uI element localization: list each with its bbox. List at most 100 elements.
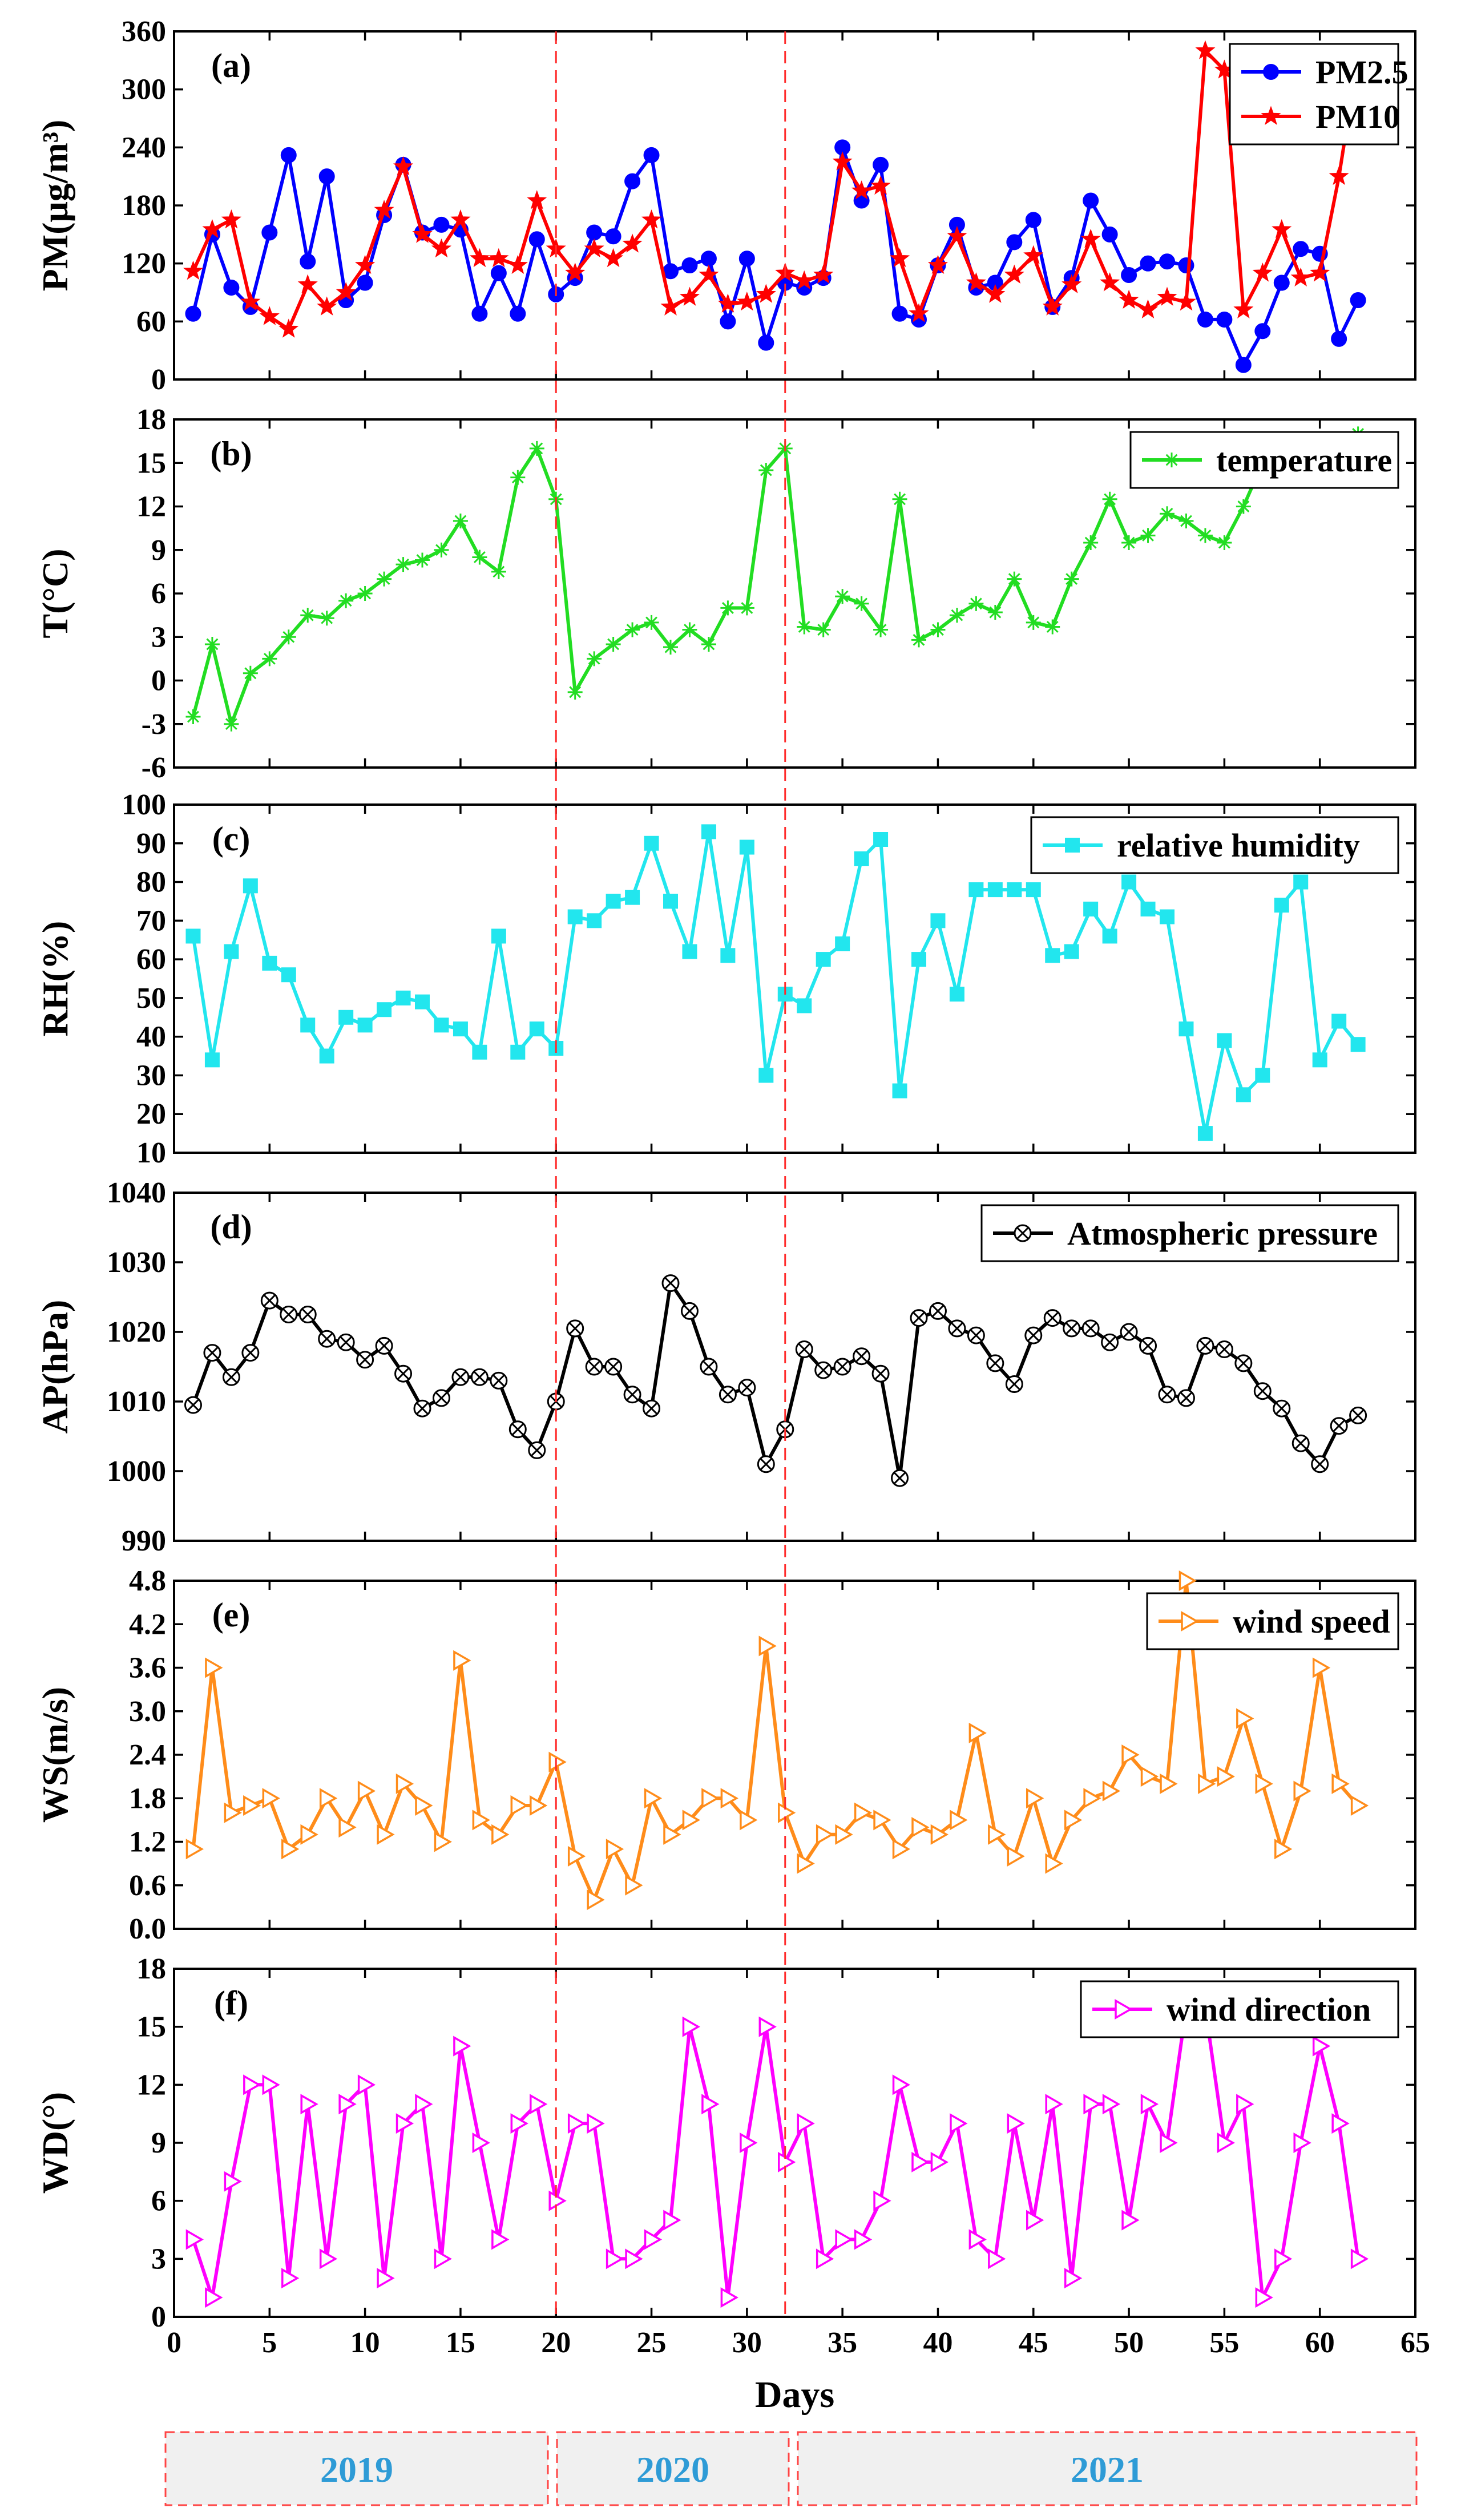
x-tick-label: 25 bbox=[637, 2327, 667, 2359]
data-point bbox=[300, 1824, 318, 1845]
data-point bbox=[1350, 2248, 1369, 2269]
data-point-cross bbox=[760, 1457, 773, 1471]
panel-letter: (f) bbox=[214, 1984, 248, 2022]
data-point bbox=[357, 586, 373, 601]
data-point bbox=[988, 1824, 1006, 1845]
data-point bbox=[717, 293, 738, 313]
series-wind-speed bbox=[185, 1570, 1369, 1911]
data-point bbox=[319, 1788, 338, 1809]
data-point bbox=[930, 2151, 949, 2172]
data-point-cross bbox=[1294, 1437, 1307, 1450]
data-point bbox=[813, 264, 834, 284]
data-point bbox=[1293, 1780, 1311, 1802]
panel-letter: (d) bbox=[210, 1208, 252, 1246]
data-point bbox=[319, 611, 334, 626]
data-point bbox=[261, 224, 278, 241]
data-point bbox=[625, 622, 640, 637]
data-point bbox=[357, 2074, 376, 2095]
data-point bbox=[682, 622, 697, 637]
data-point bbox=[966, 272, 987, 292]
year-box bbox=[556, 2431, 790, 2506]
data-point-cross bbox=[530, 1444, 543, 1457]
data-point-cross bbox=[320, 1332, 333, 1346]
data-point bbox=[1102, 2094, 1121, 2115]
data-point bbox=[1293, 874, 1309, 890]
data-point bbox=[1025, 212, 1042, 228]
data-point bbox=[700, 251, 717, 267]
panel-letter: (c) bbox=[212, 820, 251, 858]
data-point bbox=[1198, 1773, 1216, 1794]
data-point bbox=[510, 1795, 528, 1816]
data-point bbox=[758, 462, 774, 478]
data-point bbox=[873, 156, 889, 173]
data-point bbox=[985, 284, 1006, 303]
data-point bbox=[1255, 1773, 1273, 1794]
data-point bbox=[738, 1379, 756, 1397]
data-point bbox=[950, 2113, 968, 2134]
data-point bbox=[1026, 1788, 1044, 1809]
data-point bbox=[816, 622, 831, 637]
data-point-cross bbox=[415, 1402, 429, 1415]
data-point bbox=[297, 274, 318, 293]
data-point bbox=[1177, 1389, 1195, 1407]
data-point bbox=[1102, 928, 1117, 944]
data-point bbox=[472, 2132, 490, 2154]
data-point bbox=[491, 928, 506, 944]
plot-frame bbox=[173, 1192, 1416, 1542]
data-point bbox=[1350, 1795, 1369, 1816]
y-tick-label: 3 bbox=[151, 2243, 166, 2275]
data-point bbox=[434, 1017, 449, 1033]
data-point bbox=[1121, 267, 1137, 283]
legend-marker bbox=[1115, 1998, 1133, 2020]
data-point bbox=[1007, 2113, 1025, 2134]
data-point bbox=[1121, 1744, 1140, 1766]
data-point bbox=[1197, 311, 1213, 328]
data-point bbox=[625, 2248, 643, 2269]
data-point-cross bbox=[607, 1360, 620, 1374]
data-point bbox=[1273, 1399, 1291, 1418]
data-point bbox=[1235, 357, 1252, 373]
data-point bbox=[986, 1354, 1004, 1372]
data-point bbox=[319, 1048, 334, 1064]
panel-letter: (b) bbox=[210, 435, 252, 472]
data-point bbox=[224, 1802, 242, 1823]
data-point bbox=[202, 219, 223, 239]
data-point bbox=[968, 2229, 987, 2250]
data-point bbox=[739, 600, 754, 616]
data-point bbox=[641, 209, 662, 229]
data-point bbox=[1062, 274, 1082, 293]
data-point bbox=[854, 1802, 873, 1823]
data-point-cross bbox=[301, 1308, 314, 1321]
data-point-cross bbox=[645, 1402, 658, 1415]
data-point bbox=[854, 851, 869, 866]
x-tick-label: 20 bbox=[541, 2327, 571, 2359]
data-point bbox=[930, 622, 946, 637]
data-point bbox=[1312, 2036, 1331, 2057]
series-pm10 bbox=[183, 40, 1369, 338]
data-point bbox=[434, 2248, 452, 2269]
data-point-cross bbox=[1008, 1378, 1021, 1391]
legend-label: temperature bbox=[1216, 442, 1392, 479]
legend: wind speed bbox=[1146, 1592, 1399, 1650]
data-point bbox=[661, 1274, 680, 1293]
data-point bbox=[644, 1788, 663, 1809]
data-point bbox=[586, 224, 603, 241]
data-point-cross bbox=[664, 1277, 677, 1290]
data-point bbox=[337, 1333, 355, 1351]
year-box bbox=[164, 2431, 549, 2506]
data-point bbox=[1102, 1780, 1121, 1802]
data-point bbox=[241, 1344, 260, 1362]
data-point-cross bbox=[740, 1381, 753, 1394]
data-point bbox=[566, 1319, 584, 1338]
data-point bbox=[1349, 1406, 1367, 1424]
data-point-cross bbox=[588, 1360, 601, 1374]
data-point bbox=[1254, 323, 1271, 340]
data-point bbox=[471, 305, 488, 322]
data-point bbox=[797, 2113, 815, 2134]
data-point bbox=[260, 1291, 279, 1310]
y-tick-label: 0.6 bbox=[129, 1869, 166, 1902]
y-tick-label: 60 bbox=[136, 305, 166, 338]
data-point bbox=[300, 253, 316, 270]
data-point bbox=[758, 334, 774, 351]
data-point-cross bbox=[1198, 1339, 1212, 1352]
